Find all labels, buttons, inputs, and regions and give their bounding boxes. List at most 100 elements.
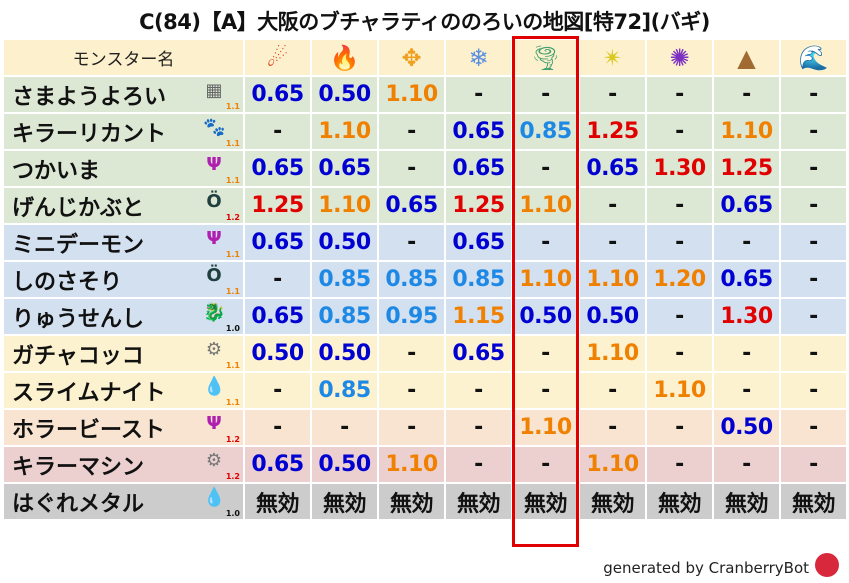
resistance-value: 1.10 <box>519 193 572 218</box>
monster-name-cell: ミニデーモン Ψ 1.1 <box>4 225 243 260</box>
resistance-cell: - <box>781 410 846 445</box>
resistance-cell: 1.30 <box>714 299 779 334</box>
resistance-value: 0.65 <box>452 341 505 366</box>
resistance-value: 1.10 <box>586 341 639 366</box>
resistance-cell: - <box>446 410 511 445</box>
devil-trident-icon: Ψ <box>206 154 222 175</box>
resistance-value: - <box>474 82 483 107</box>
resistance-cell: - <box>513 225 578 260</box>
cranberrybot-logo-icon <box>815 553 839 577</box>
monster-level: 1.0 <box>225 324 240 333</box>
resistance-cell: - <box>781 447 846 482</box>
resistance-cell: - <box>781 225 846 260</box>
resistance-cell: 1.10 <box>312 188 377 223</box>
resistance-value: 0.65 <box>318 156 371 181</box>
table-row: ガチャコッコ ⚙ 1.1 0.50 0.50 - 0.65 - 1.10 - - - <box>4 336 846 371</box>
resistance-cell: 0.85 <box>312 373 377 408</box>
resistance-cell: 1.10 <box>379 77 444 112</box>
resistance-value: - <box>809 415 818 440</box>
table-row: キラーリカント 🐾 1.1 - 1.10 - 0.65 0.85 1.25 - 1.10 - <box>4 114 846 149</box>
resistance-value: 1.15 <box>452 304 505 329</box>
resistance-cell: 0.50 <box>245 336 310 371</box>
resistance-value: 0.65 <box>251 304 304 329</box>
resistance-cell: - <box>513 373 578 408</box>
monster-level: 1.1 <box>225 102 240 111</box>
resistance-cell: - <box>312 410 377 445</box>
resistance-cell: 1.10 <box>647 373 712 408</box>
resistance-value: 無効 <box>322 491 367 517</box>
resistance-cell: 0.65 <box>446 336 511 371</box>
resistance-value: - <box>273 415 282 440</box>
resistance-cell: 0.50 <box>312 77 377 112</box>
resistance-value: 1.10 <box>519 267 572 292</box>
monster-level: 1.1 <box>225 176 240 185</box>
resistance-cell: - <box>714 447 779 482</box>
resistance-value: 0.65 <box>452 156 505 181</box>
resistance-cell: 1.10 <box>513 188 578 223</box>
resistance-value: 1.25 <box>586 119 639 144</box>
monster-name-cell: つかいま Ψ 1.1 <box>4 151 243 186</box>
monster-name: つかいま <box>12 158 101 184</box>
resistance-cell: 1.10 <box>714 114 779 149</box>
resistance-cell: 1.10 <box>513 410 578 445</box>
resistance-value: - <box>608 378 617 403</box>
highlight-column-box <box>512 36 579 547</box>
monster-name: スライムナイト <box>12 380 166 406</box>
resistance-cell: 0.65 <box>245 151 310 186</box>
resistance-cell: - <box>580 373 645 408</box>
resistance-value: 無効 <box>724 491 769 517</box>
monster-level: 1.1 <box>225 398 240 407</box>
table-row: げんじかぶと Ö 1.2 1.25 1.10 0.65 1.25 1.10 - - 0.65 - <box>4 188 846 223</box>
resistance-cell: - <box>245 114 310 149</box>
devil-trident-icon: Ψ <box>206 413 222 434</box>
element-header-5: ✴ <box>580 40 645 75</box>
monster-level: 1.2 <box>225 435 240 444</box>
resistance-value: - <box>809 119 818 144</box>
resistance-value: - <box>541 156 550 181</box>
element-header-6: ✺ <box>647 40 712 75</box>
resistance-cell: 1.10 <box>580 336 645 371</box>
devil-trident-icon: Ψ <box>206 228 222 249</box>
resistance-cell: 1.10 <box>580 447 645 482</box>
monster-name-cell: キラーリカント 🐾 1.1 <box>4 114 243 149</box>
resistance-value: 0.85 <box>318 304 371 329</box>
paw-icon: 🐾 <box>203 117 226 138</box>
resistance-value: - <box>273 119 282 144</box>
resistance-cell: - <box>580 188 645 223</box>
monster-name: ガチャコッコ <box>12 343 144 369</box>
resistance-cell: 無効 <box>513 484 578 519</box>
gear-icon: ⚙ <box>205 339 223 360</box>
slime-icon: 💧 <box>203 487 226 508</box>
resistance-value: - <box>541 378 550 403</box>
resistance-value: 0.85 <box>452 267 505 292</box>
resistance-table: モンスター名 ☄ 🔥 ✥ ❄ 🌪 ✴ ✺ ▲ 🌊 さまようよろい ▦ 1.1 0.65 0.50 1.10-… <box>2 38 848 521</box>
resistance-value: 0.65 <box>720 267 773 292</box>
explosion-icon: ✥ <box>401 43 422 72</box>
monster-name-cell: ガチャコッコ ⚙ 1.1 <box>4 336 243 371</box>
resistance-cell: 1.10 <box>379 447 444 482</box>
resistance-cell: - <box>446 447 511 482</box>
resistance-value: 1.30 <box>720 304 773 329</box>
resistance-cell: 無効 <box>781 484 846 519</box>
resistance-value: - <box>742 341 751 366</box>
resistance-cell: - <box>513 336 578 371</box>
resistance-value: 1.10 <box>385 452 438 477</box>
monster-name-cell: りゅうせんし 🐉 1.0 <box>4 299 243 334</box>
resistance-cell: - <box>245 373 310 408</box>
resistance-value: 0.50 <box>318 452 371 477</box>
resistance-cell: - <box>379 336 444 371</box>
resistance-cell: 0.65 <box>245 299 310 334</box>
table-row: ミニデーモン Ψ 1.1 0.65 0.50 - 0.65 - - - - - <box>4 225 846 260</box>
gear-icon: ⚙ <box>205 450 223 471</box>
resistance-value: 0.50 <box>318 82 371 107</box>
resistance-cell: 無効 <box>714 484 779 519</box>
resistance-cell: 0.65 <box>446 225 511 260</box>
resistance-value: 0.65 <box>452 230 505 255</box>
resistance-value: - <box>809 267 818 292</box>
resistance-cell: - <box>446 373 511 408</box>
table-row: キラーマシン ⚙ 1.2 0.65 0.50 1.10 - - 1.10 - - - <box>4 447 846 482</box>
resistance-value: 無効 <box>590 491 635 517</box>
resistance-cell: - <box>781 114 846 149</box>
resistance-value: - <box>675 82 684 107</box>
resistance-value: - <box>809 230 818 255</box>
